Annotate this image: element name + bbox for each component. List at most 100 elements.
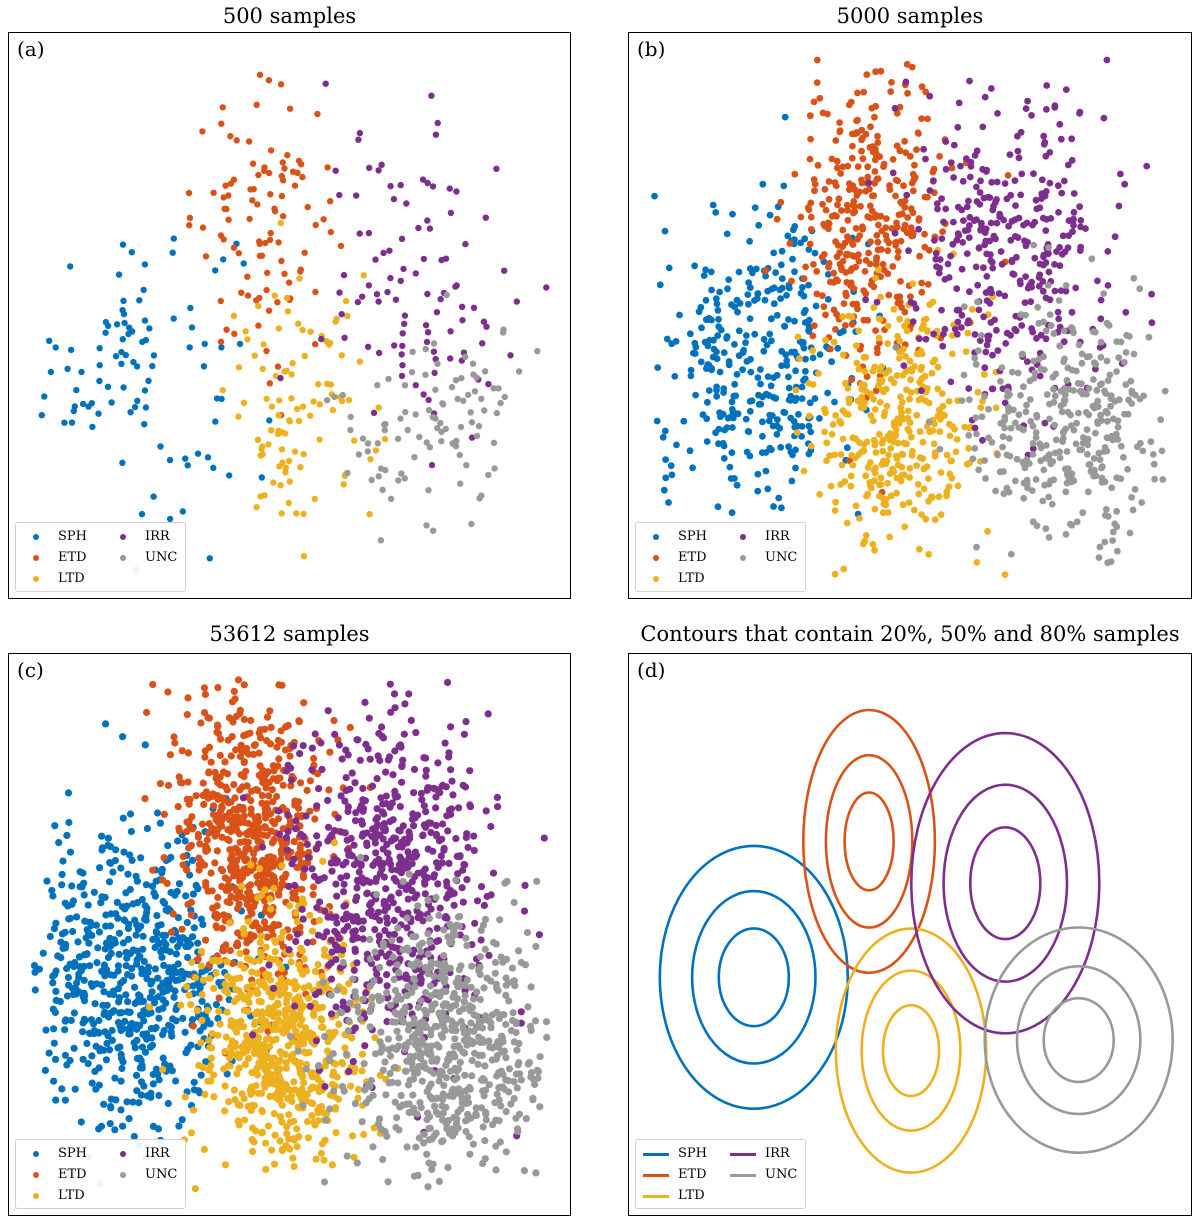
data-point-irr [332, 955, 340, 964]
data-point-irr [1035, 282, 1043, 290]
data-point-etd [886, 182, 893, 189]
data-point-etd [897, 278, 904, 285]
data-point-sph [702, 266, 709, 274]
data-point-ltd [222, 1033, 230, 1041]
data-point-ltd [941, 412, 948, 419]
data-point-irr [348, 769, 356, 777]
data-point-irr [269, 984, 278, 992]
data-point-ltd [977, 404, 985, 411]
data-point-irr [957, 162, 964, 170]
data-point-sph [157, 443, 164, 450]
data-point-irr [942, 205, 950, 213]
data-point-sph [172, 1077, 180, 1085]
data-point-sph [777, 295, 784, 302]
data-point-sph [801, 235, 809, 243]
data-point-ltd [918, 350, 926, 358]
data-point-etd [202, 847, 210, 855]
data-point-irr [275, 830, 283, 838]
data-point-unc [395, 477, 402, 484]
data-point-sph [800, 377, 807, 384]
data-point-ltd [890, 305, 898, 313]
data-point-irr [1017, 191, 1025, 199]
data-point-ltd [843, 519, 851, 527]
data-point-irr [357, 817, 366, 825]
data-point-ltd [253, 504, 260, 511]
data-point-ltd [320, 1156, 328, 1164]
data-point-etd [806, 112, 814, 120]
data-point-sph [719, 410, 727, 418]
data-point-etd [277, 81, 285, 88]
data-point-ltd [221, 1161, 230, 1169]
data-point-etd [889, 156, 897, 163]
data-point-irr [1054, 182, 1062, 190]
data-point-irr [437, 852, 445, 860]
data-point-unc [1128, 494, 1135, 501]
data-point-irr [543, 284, 550, 291]
data-point-irr [426, 225, 434, 232]
data-point-sph [654, 364, 662, 371]
data-point-ltd [271, 948, 279, 956]
data-point-irr [333, 892, 341, 900]
data-point-sph [158, 953, 166, 961]
data-point-ltd [286, 1145, 294, 1153]
data-point-unc [497, 399, 504, 407]
data-point-etd [253, 101, 260, 109]
data-point-irr [301, 865, 309, 873]
data-point-unc [422, 371, 429, 378]
data-point-ltd [318, 1102, 326, 1111]
data-point-sph [713, 355, 721, 363]
data-point-sph [114, 962, 122, 970]
data-point-etd [233, 856, 241, 864]
data-point-unc [481, 407, 488, 414]
data-point-sph [106, 1120, 114, 1128]
data-point-sph [143, 824, 151, 833]
data-point-unc [462, 353, 469, 360]
data-point-irr [354, 298, 362, 306]
data-point-etd [915, 215, 923, 222]
data-point-ltd [191, 1185, 199, 1193]
data-point-irr [1012, 312, 1020, 320]
data-point-ltd [295, 417, 303, 425]
data-point-ltd [800, 467, 808, 475]
data-point-irr [483, 323, 490, 330]
data-point-sph [759, 180, 767, 188]
data-point-etd [247, 805, 255, 813]
data-point-irr [507, 352, 514, 359]
data-point-unc [432, 386, 439, 393]
data-point-sph [69, 927, 77, 936]
data-point-sph [148, 988, 156, 996]
data-point-sph [766, 411, 774, 419]
data-point-ltd [274, 1000, 282, 1008]
data-point-unc [1091, 328, 1099, 336]
data-point-etd [813, 290, 821, 298]
data-point-etd [271, 876, 279, 884]
data-point-sph [721, 426, 728, 434]
data-point-ltd [882, 385, 890, 393]
data-point-sph [116, 1043, 124, 1051]
data-point-irr [397, 181, 404, 189]
data-point-sph [218, 344, 225, 351]
data-point-sph [159, 931, 167, 939]
data-point-sph [117, 864, 125, 872]
data-point-sph [84, 901, 92, 909]
data-point-unc [505, 997, 513, 1005]
data-point-etd [205, 769, 213, 777]
data-point-etd [222, 182, 229, 189]
data-point-etd [286, 933, 294, 941]
data-point-etd [262, 239, 269, 247]
data-point-unc [460, 397, 467, 404]
data-point-ltd [882, 501, 890, 509]
data-point-irr [448, 777, 456, 785]
data-point-sph [132, 1071, 141, 1079]
data-point-unc [437, 419, 444, 427]
data-point-irr [315, 840, 323, 848]
data-point-etd [848, 321, 856, 328]
data-point-unc [479, 1160, 487, 1168]
data-point-etd [183, 828, 191, 836]
data-point-sph [127, 1020, 135, 1028]
data-point-etd [234, 813, 242, 821]
data-point-etd [249, 160, 257, 167]
data-point-unc [1026, 396, 1034, 403]
data-point-etd [256, 726, 265, 734]
data-point-ltd [262, 1139, 270, 1147]
